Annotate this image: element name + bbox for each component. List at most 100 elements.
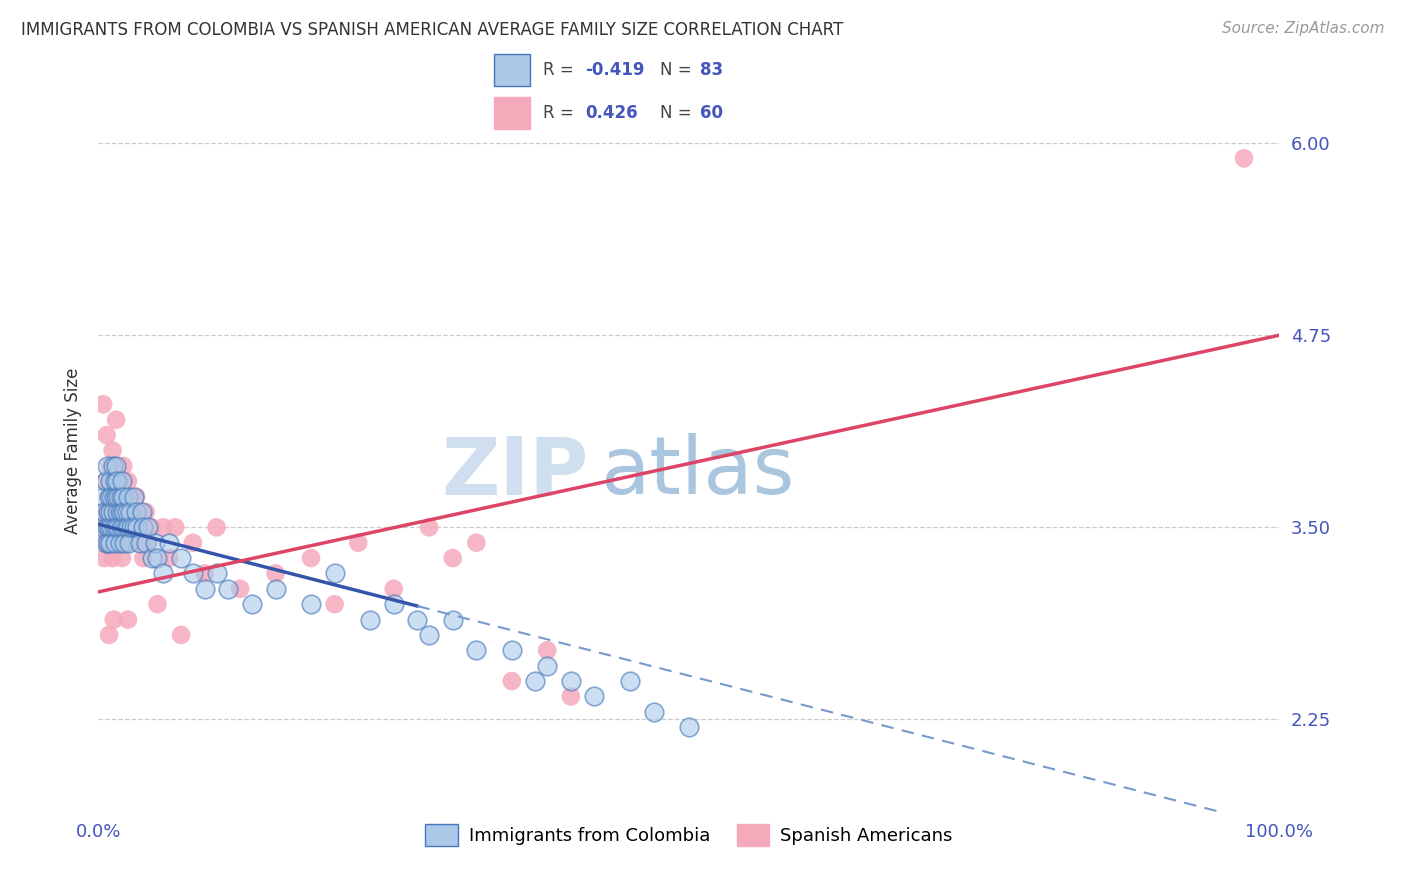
Point bbox=[152, 520, 174, 534]
Point bbox=[111, 505, 134, 519]
Point bbox=[117, 520, 139, 534]
Point bbox=[120, 520, 142, 534]
Point bbox=[96, 520, 118, 534]
Point bbox=[105, 458, 128, 473]
Point bbox=[121, 535, 143, 549]
Point bbox=[382, 582, 405, 596]
Point bbox=[170, 628, 193, 642]
Point bbox=[112, 520, 135, 534]
Point bbox=[111, 490, 134, 504]
Point bbox=[96, 535, 118, 549]
Point bbox=[103, 520, 125, 534]
Point bbox=[643, 705, 665, 719]
Point bbox=[229, 582, 252, 596]
Point bbox=[205, 566, 228, 581]
Point bbox=[112, 458, 135, 473]
Point bbox=[111, 474, 134, 488]
Point bbox=[132, 520, 155, 534]
Point bbox=[536, 658, 558, 673]
Point bbox=[107, 474, 129, 488]
Text: -0.419: -0.419 bbox=[585, 61, 644, 78]
FancyBboxPatch shape bbox=[494, 97, 530, 129]
Point bbox=[406, 613, 429, 627]
Point bbox=[359, 613, 381, 627]
Point bbox=[111, 551, 134, 566]
Point bbox=[441, 551, 464, 566]
Point bbox=[110, 490, 132, 504]
Point bbox=[382, 597, 405, 611]
Point bbox=[441, 613, 464, 627]
Point bbox=[98, 474, 121, 488]
Point bbox=[465, 643, 488, 657]
Point bbox=[103, 490, 125, 504]
Point bbox=[1233, 152, 1256, 166]
Point bbox=[136, 535, 159, 549]
Point bbox=[117, 474, 139, 488]
Point bbox=[205, 520, 228, 534]
Point bbox=[143, 535, 166, 549]
Point bbox=[110, 535, 132, 549]
Point bbox=[157, 551, 180, 566]
Point bbox=[170, 551, 193, 566]
Point bbox=[146, 597, 169, 611]
Point bbox=[127, 520, 149, 534]
Point bbox=[93, 505, 115, 519]
Text: N =: N = bbox=[661, 104, 697, 122]
Point bbox=[157, 535, 180, 549]
Point bbox=[323, 597, 346, 611]
Text: R =: R = bbox=[543, 61, 578, 78]
Point bbox=[105, 520, 128, 534]
Point bbox=[98, 490, 121, 504]
Point bbox=[91, 397, 114, 411]
Point bbox=[141, 551, 163, 566]
Point bbox=[501, 674, 523, 689]
Point bbox=[101, 505, 124, 519]
Point bbox=[98, 505, 121, 519]
Text: 83: 83 bbox=[700, 61, 723, 78]
Point bbox=[91, 490, 114, 504]
Point bbox=[103, 613, 125, 627]
Point bbox=[678, 720, 700, 734]
Point bbox=[125, 490, 148, 504]
Point bbox=[264, 582, 287, 596]
Point bbox=[135, 505, 157, 519]
Point bbox=[104, 535, 127, 549]
Point bbox=[115, 505, 138, 519]
Point bbox=[100, 505, 122, 519]
Point bbox=[100, 490, 122, 504]
Point bbox=[181, 566, 204, 581]
Point bbox=[98, 535, 121, 549]
Text: Source: ZipAtlas.com: Source: ZipAtlas.com bbox=[1222, 21, 1385, 36]
Point bbox=[100, 520, 122, 534]
Point bbox=[112, 505, 135, 519]
Legend: Immigrants from Colombia, Spanish Americans: Immigrants from Colombia, Spanish Americ… bbox=[418, 817, 960, 854]
Point bbox=[105, 505, 128, 519]
Point bbox=[101, 443, 124, 458]
Text: 60: 60 bbox=[700, 104, 723, 122]
Point bbox=[108, 535, 131, 549]
Point bbox=[101, 551, 124, 566]
Point bbox=[101, 458, 124, 473]
Point bbox=[146, 551, 169, 566]
Point bbox=[94, 474, 117, 488]
Point bbox=[560, 690, 582, 704]
Point bbox=[94, 535, 117, 549]
Point bbox=[524, 674, 547, 689]
Point bbox=[165, 520, 187, 534]
Point bbox=[501, 643, 523, 657]
Point bbox=[152, 566, 174, 581]
Point bbox=[299, 597, 322, 611]
Point bbox=[98, 628, 121, 642]
Point bbox=[299, 551, 322, 566]
Point bbox=[120, 505, 142, 519]
Point bbox=[108, 505, 131, 519]
Point bbox=[121, 520, 143, 534]
Point bbox=[122, 505, 145, 519]
Text: IMMIGRANTS FROM COLOMBIA VS SPANISH AMERICAN AVERAGE FAMILY SIZE CORRELATION CHA: IMMIGRANTS FROM COLOMBIA VS SPANISH AMER… bbox=[21, 21, 844, 38]
Point bbox=[122, 490, 145, 504]
Point bbox=[122, 520, 145, 534]
Point bbox=[131, 505, 153, 519]
Point bbox=[118, 535, 141, 549]
Text: N =: N = bbox=[661, 61, 697, 78]
Point bbox=[117, 490, 139, 504]
